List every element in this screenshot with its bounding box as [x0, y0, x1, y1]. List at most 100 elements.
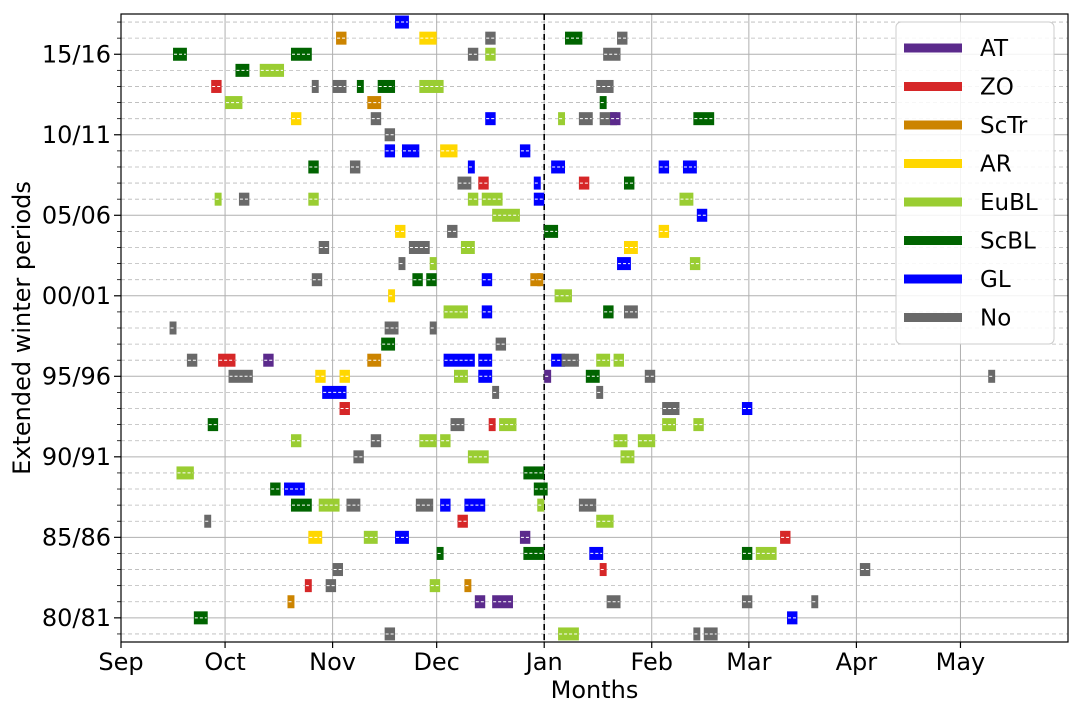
regime-bar-no [186, 353, 198, 367]
regime-bar-scbl [693, 112, 715, 126]
x-tick-label: Dec [413, 648, 459, 676]
regime-bar-zo [478, 176, 489, 190]
regime-bar-eubl [467, 192, 479, 206]
legend-label-gl: GL [980, 267, 1011, 293]
regime-bar-gl [440, 498, 451, 512]
legend: AT ZO ScTr AR EuBL ScBL GL No [895, 21, 1055, 345]
regime-bar-scbl [523, 466, 545, 480]
regime-bar-no [495, 337, 507, 351]
regime-bar-no [370, 434, 382, 448]
regime-bar-no [741, 595, 753, 609]
ticks-layer: Sep Oct Nov Dec Jan Feb Mar Apr May 80/81 85/86 90/… [42, 21, 986, 676]
regime-bar-scbl [412, 273, 423, 287]
regime-bar-scbl [741, 546, 753, 560]
regime-bar-no [467, 47, 479, 61]
regime-bar-gl [696, 208, 708, 222]
regime-bar-eubl [290, 434, 302, 448]
regime-bar-at [610, 112, 621, 126]
legend-label-sctr: ScTr [980, 113, 1028, 139]
regime-bar-no [617, 31, 628, 45]
x-tick-label: Mar [726, 648, 771, 676]
regime-bar-eubl [318, 498, 340, 512]
regime-bar-no [349, 160, 361, 174]
regime-bar-eubl [485, 47, 496, 61]
regime-bar-ar [290, 112, 302, 126]
regime-bar-zo [457, 514, 468, 528]
regime-bar-no [859, 563, 871, 577]
regime-bar-scbl [270, 482, 281, 496]
regime-bar-no [408, 240, 430, 254]
regime-bar-no [384, 627, 396, 641]
legend-label-eubl: EuBL [980, 190, 1038, 216]
regime-bar-no [353, 450, 364, 464]
regime-bar-eubl [558, 627, 579, 641]
regime-bar-scbl [623, 176, 635, 190]
regime-bar-sctr [530, 273, 541, 287]
regime-bar-eubl [308, 192, 319, 206]
regime-bar-no [370, 112, 382, 126]
regime-bar-ar [339, 369, 350, 383]
y-tick-label: 05/06 [42, 201, 111, 229]
regime-bar-eubl [481, 192, 503, 206]
legend-label-zo: ZO [980, 75, 1014, 101]
y-tick-label: 95/96 [42, 362, 111, 390]
y-tick-label: 85/86 [42, 523, 111, 551]
regime-bar-eubl [440, 434, 451, 448]
y-tick-label: 10/11 [42, 121, 111, 149]
regime-bar-scbl [603, 305, 614, 319]
regime-bar-gl [658, 160, 670, 174]
regime-bar-gl [384, 144, 396, 158]
regime-bar-gl [481, 305, 493, 319]
regime-bar-zo [339, 402, 350, 416]
x-axis-label: Months [551, 676, 639, 704]
y-tick-label: 90/91 [42, 443, 111, 471]
regime-bar-zo [211, 79, 222, 93]
regime-bar-no [447, 224, 458, 238]
regime-bar-eubl [613, 353, 624, 367]
regime-bar-no [485, 31, 496, 45]
y-tick-label: 80/81 [42, 604, 111, 632]
regime-bar-eubl [467, 450, 489, 464]
x-tick-label: Apr [836, 648, 878, 676]
regime-bar-gl [284, 482, 305, 496]
x-tick-label: Nov [309, 648, 356, 676]
x-tick-label: Feb [630, 648, 673, 676]
regime-bar-no [332, 563, 344, 577]
regime-bar-eubl [755, 546, 777, 560]
legend-box [895, 21, 1055, 345]
regime-bar-eubl [693, 418, 704, 432]
regime-bar-no [325, 579, 337, 593]
regime-bar-no [644, 369, 656, 383]
regime-bar-zo [578, 176, 590, 190]
legend-label-scbl: ScBL [980, 229, 1036, 255]
regime-bar-eubl [429, 579, 441, 593]
regime-bar-at [492, 595, 513, 609]
regime-bar-ar [658, 224, 670, 238]
regime-bar-no [238, 192, 250, 206]
regime-bar-scbl [523, 546, 545, 560]
regime-bar-gl [464, 498, 486, 512]
x-tick-label: Jan [524, 648, 563, 676]
regime-bar-no [318, 240, 330, 254]
regime-bar-gl [741, 402, 753, 416]
regime-bar-no [384, 128, 396, 142]
regime-bar-eubl [689, 257, 701, 271]
regime-bar-gl [533, 192, 545, 206]
bars-layer [169, 15, 996, 641]
regime-bar-scbl [426, 273, 437, 287]
regime-bar-gl [481, 273, 493, 287]
regime-bar-no [311, 273, 323, 287]
regime-bar-scbl [290, 498, 312, 512]
regime-bar-scbl [290, 47, 312, 61]
regime-bar-zo [780, 530, 791, 544]
regime-bar-gl [519, 144, 531, 158]
x-tick-label: Oct [204, 648, 246, 676]
regime-bar-at [519, 530, 531, 544]
x-tick-label: May [936, 648, 986, 676]
regime-bar-at [474, 595, 486, 609]
regime-bar-at [263, 353, 274, 367]
regime-bar-gl [787, 611, 798, 625]
regime-bar-sctr [336, 31, 347, 45]
regime-bar-scbl [207, 418, 219, 432]
